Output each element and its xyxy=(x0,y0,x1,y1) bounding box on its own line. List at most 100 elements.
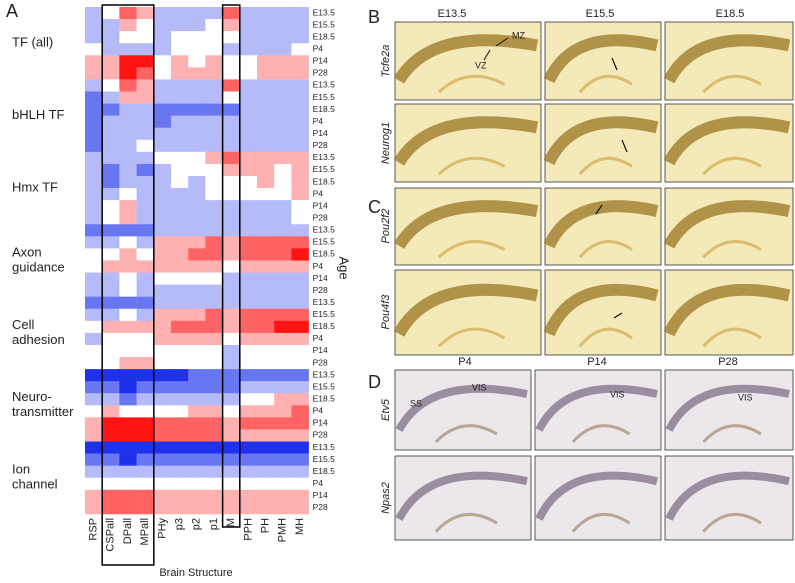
heatmap-cell xyxy=(171,175,189,189)
heatmap-cell xyxy=(136,175,155,189)
heatmap-cell xyxy=(102,115,120,128)
heatmap-cell xyxy=(239,308,258,322)
heatmap-cell xyxy=(171,417,189,430)
heatmap-cell xyxy=(205,369,223,382)
heatmap-cell xyxy=(257,55,275,68)
heatmap-cell xyxy=(257,139,275,153)
heatmap-cell xyxy=(188,200,206,213)
arrow xyxy=(595,204,603,215)
column-header: E18.5 xyxy=(716,8,745,20)
gene-label: Npas2 xyxy=(380,482,392,514)
heatmap-cell xyxy=(85,344,103,358)
age-label: E13.5 xyxy=(313,225,335,235)
age-label: P28 xyxy=(313,212,328,222)
heatmap-cell xyxy=(153,489,172,503)
heatmap-cell xyxy=(222,260,241,273)
heatmap-cell xyxy=(85,320,103,334)
tissue-band xyxy=(665,384,790,432)
heatmap-cell xyxy=(257,43,275,56)
heatmap-cell xyxy=(257,381,275,394)
heatmap-cell xyxy=(119,175,137,189)
tissue-shape xyxy=(571,512,631,533)
heatmap-cell xyxy=(85,139,103,153)
heatmap-cell xyxy=(85,7,103,20)
heatmap-cell xyxy=(136,43,155,56)
heatmap-cell xyxy=(188,453,206,466)
heatmap-cell xyxy=(188,19,206,32)
heatmap-cell xyxy=(136,55,155,68)
heatmap-cell xyxy=(153,31,172,44)
heatmap-cell xyxy=(222,296,241,310)
tissue-band xyxy=(543,116,659,166)
heatmap-cell xyxy=(102,381,120,394)
heatmap-cell xyxy=(119,79,137,92)
heatmap-cell xyxy=(102,103,120,116)
heatmap-cell xyxy=(205,79,223,92)
heatmap-cell xyxy=(171,115,189,128)
heatmap-cell xyxy=(102,188,120,201)
tissue-band xyxy=(393,283,539,337)
heatmap-cell xyxy=(136,224,155,237)
heatmap-cell xyxy=(257,260,275,273)
group-label: Neuro- xyxy=(12,389,52,404)
heatmap-cell xyxy=(274,200,292,213)
heatmap-cell xyxy=(119,417,137,430)
heatmap-cell xyxy=(119,115,137,128)
heatmap-cell xyxy=(291,67,309,80)
heatmap-cell xyxy=(291,369,309,382)
heatmap-cell xyxy=(274,212,292,225)
heatmap-cell xyxy=(171,381,189,394)
heatmap-cell xyxy=(239,272,258,285)
heatmap-cell xyxy=(102,260,120,273)
heatmap-cell xyxy=(136,248,155,261)
heatmap-cell xyxy=(119,453,137,466)
heatmap-cell xyxy=(171,501,189,515)
heatmap-cell xyxy=(274,489,292,503)
age-label: E13.5 xyxy=(313,80,335,90)
tissue-band xyxy=(535,384,658,432)
heatmap-cell xyxy=(239,55,258,68)
heatmap-cell xyxy=(291,91,309,104)
heatmap-cell xyxy=(136,236,155,249)
heatmap-cell xyxy=(222,284,241,297)
heatmap-cell xyxy=(102,477,120,491)
heatmap-cell xyxy=(291,357,309,370)
heatmap-cell xyxy=(171,43,189,56)
heatmap-cell xyxy=(119,200,137,213)
age-label: P28 xyxy=(313,285,328,295)
heatmap-cell xyxy=(222,320,241,334)
heatmap-cell xyxy=(274,465,292,479)
heatmap-cell xyxy=(102,19,120,32)
heatmap-cell xyxy=(102,332,120,346)
heatmap-cell xyxy=(222,489,241,503)
heatmap-cell xyxy=(257,284,275,297)
heatmap-cell xyxy=(153,7,172,20)
heatmap-cell xyxy=(136,212,155,225)
heatmap-cell xyxy=(205,91,223,104)
heatmap-cell xyxy=(291,501,309,515)
heatmap-cell xyxy=(136,19,155,32)
heatmap-cell xyxy=(222,393,241,406)
gene-label: Pou2f2 xyxy=(380,209,392,244)
heatmap-cell xyxy=(291,489,309,503)
heatmap-cell xyxy=(119,103,137,116)
heatmap-cell xyxy=(257,79,275,92)
structure-label: MH xyxy=(294,518,306,535)
heatmap-cell xyxy=(188,296,206,310)
age-label: P4 xyxy=(313,116,324,126)
column-header: E13.5 xyxy=(438,8,467,20)
age-label: P14 xyxy=(313,418,328,428)
heatmap-cell xyxy=(222,477,241,491)
heatmap-cell xyxy=(85,91,103,104)
heatmap-cell xyxy=(102,405,120,418)
heatmap-cell xyxy=(291,212,309,225)
heatmap-cell xyxy=(257,31,275,44)
heatmap-cell xyxy=(188,501,206,515)
heatmap-cell xyxy=(119,284,137,297)
heatmap-cell xyxy=(85,188,103,201)
age-label: P28 xyxy=(313,140,328,150)
heatmap-cell xyxy=(102,344,120,358)
heatmap-cell xyxy=(85,308,103,322)
heatmap-cell xyxy=(153,248,172,261)
heatmap-cell xyxy=(171,405,189,418)
